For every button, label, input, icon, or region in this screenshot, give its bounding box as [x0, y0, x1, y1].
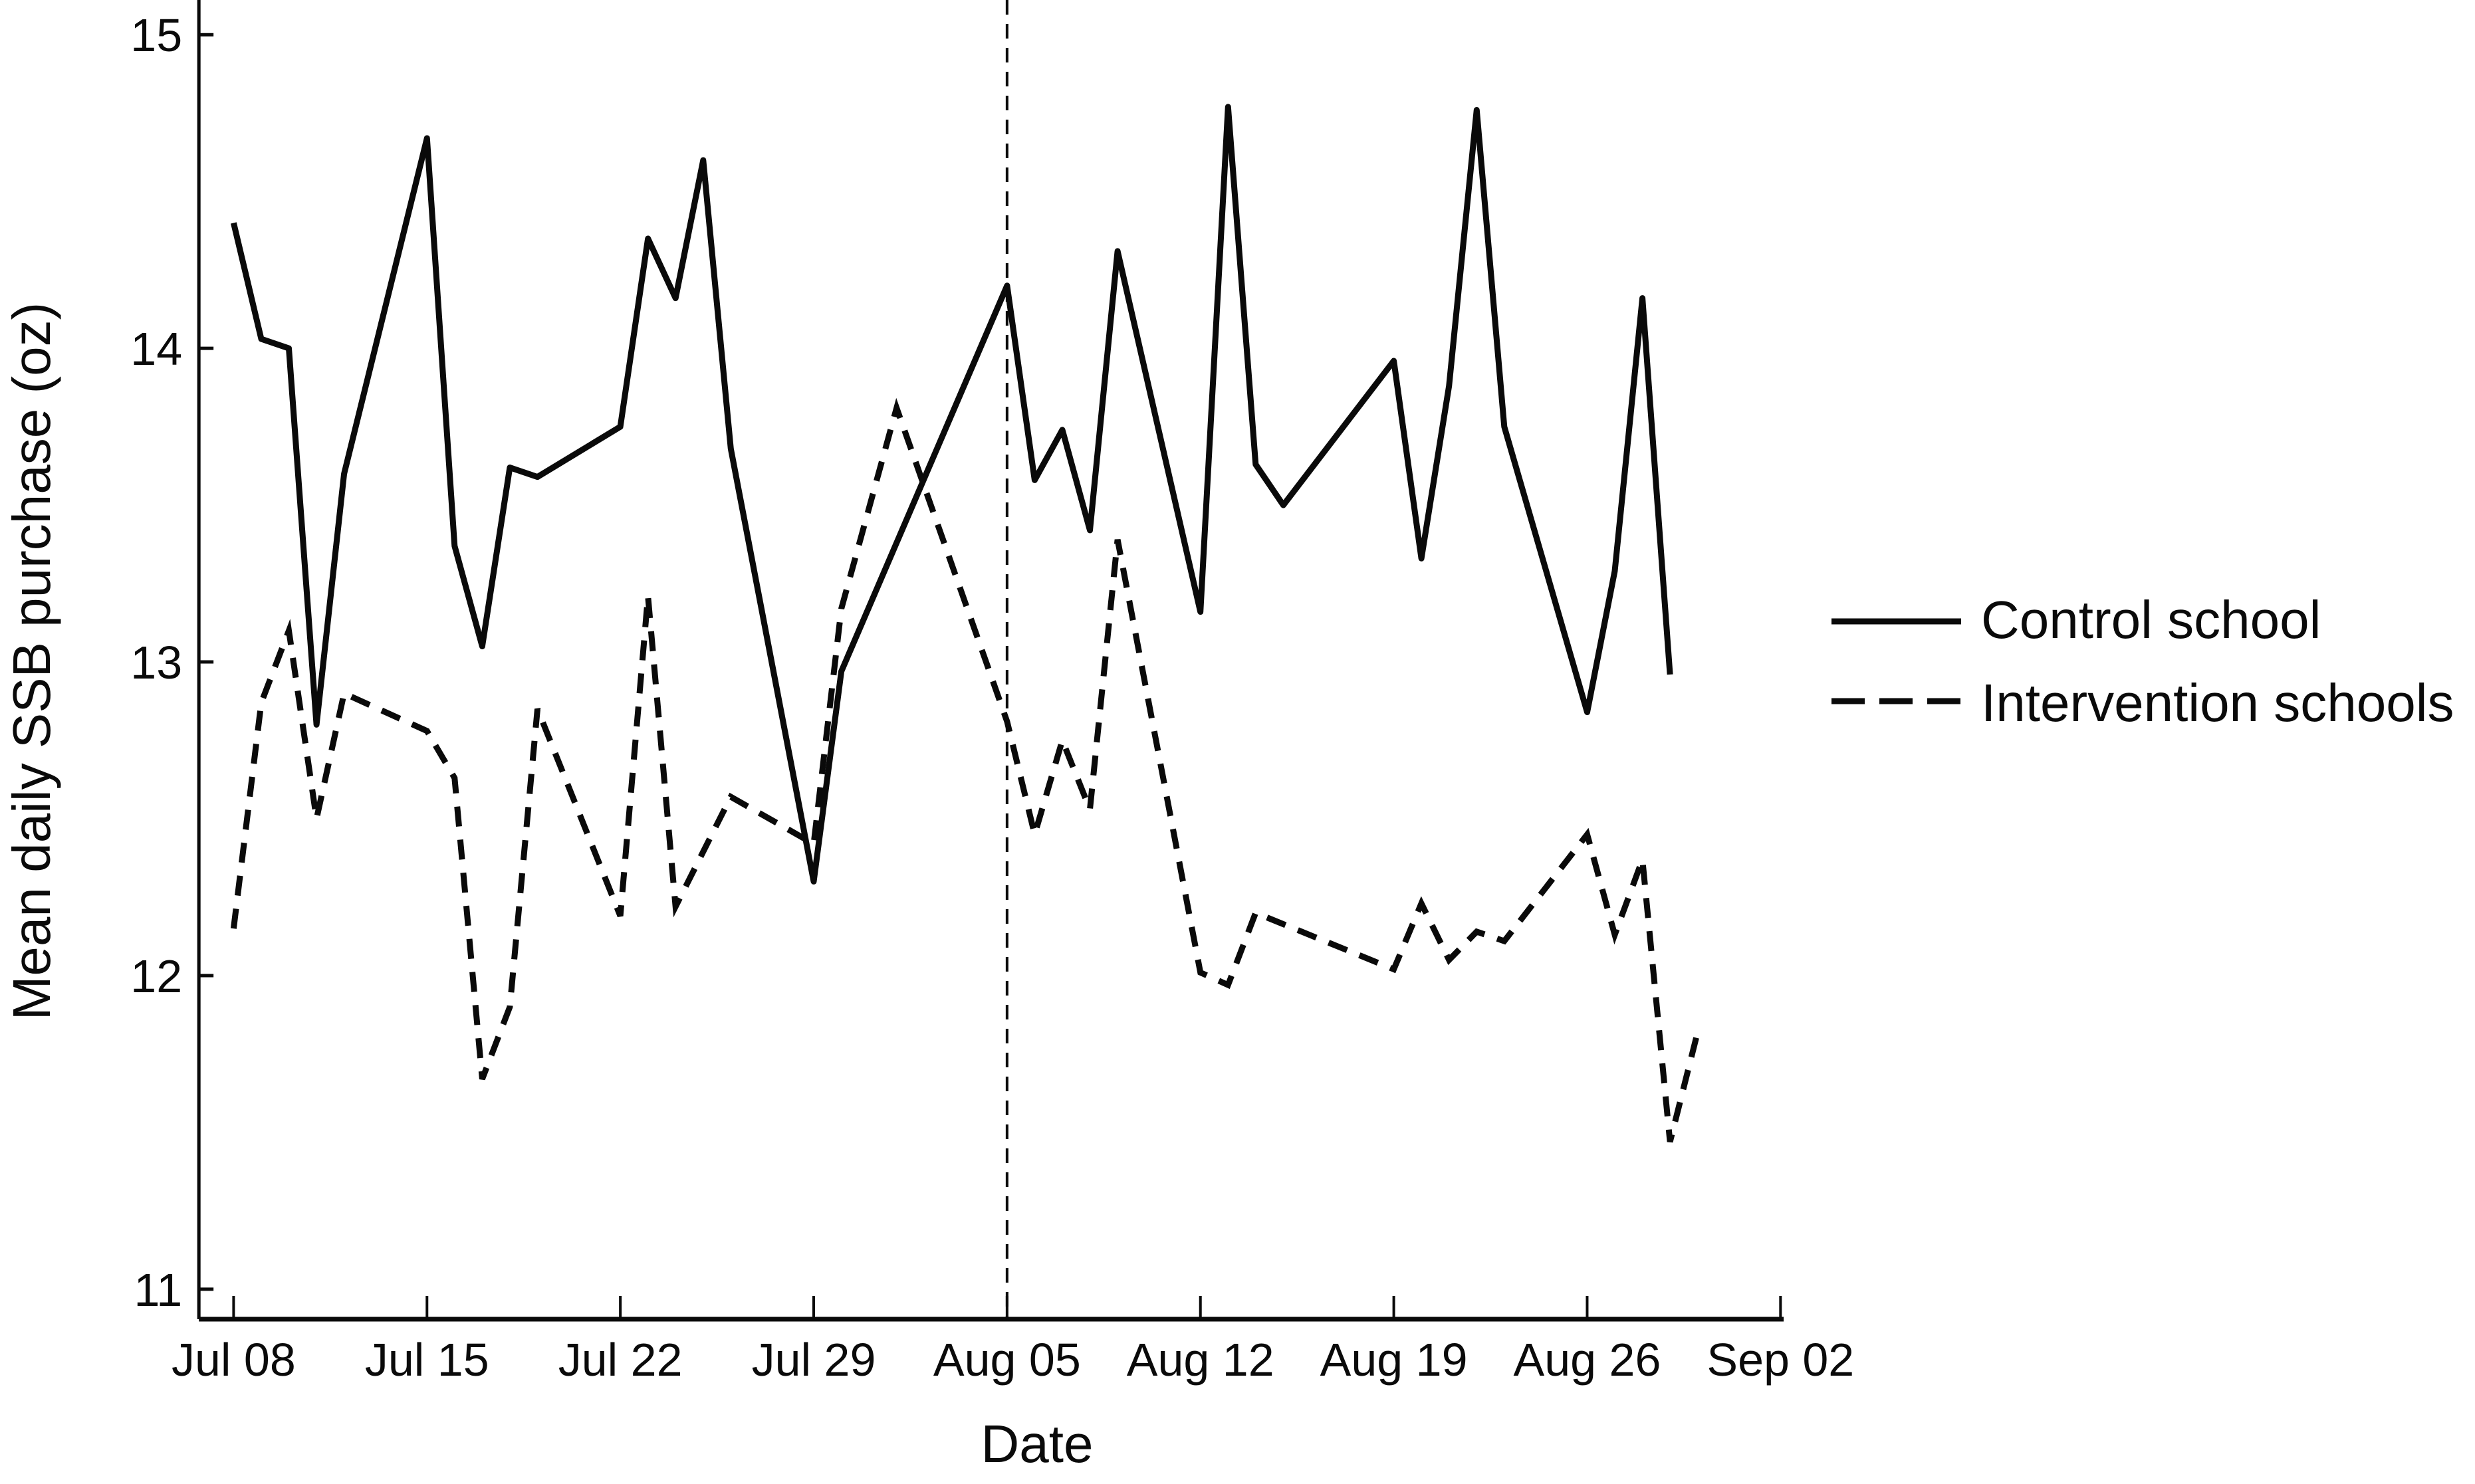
x-tick-label: Jul 22	[558, 1334, 683, 1386]
x-tick-label: Aug 12	[1127, 1334, 1274, 1386]
intervention-schools-line	[230, 397, 1701, 1143]
y-tick-label: 11	[134, 1264, 183, 1316]
legend-label-control: Control school	[1981, 590, 2321, 649]
legend-label-intervention: Intervention schools	[1981, 673, 2454, 732]
x-tick-label: Aug 05	[933, 1334, 1081, 1386]
control-school-line	[231, 104, 1673, 885]
x-tick-label: Jul 08	[172, 1334, 296, 1386]
y-axis: 11 12 13 14 15	[130, 0, 214, 1319]
x-tick-label: Jul 29	[752, 1334, 876, 1386]
x-tick-label: Aug 19	[1320, 1334, 1468, 1386]
y-axis-title: Mean daily SSB purchase (oz)	[2, 302, 61, 1021]
x-axis-title: Date	[981, 1414, 1094, 1473]
x-tick-label: Jul 15	[365, 1334, 489, 1386]
y-tick-label: 15	[130, 9, 182, 61]
y-tick-label: 13	[130, 637, 182, 689]
x-tick-label: Sep 02	[1707, 1334, 1854, 1386]
x-tick-label: Aug 26	[1514, 1334, 1661, 1386]
legend: Control school Intervention schools	[1831, 590, 2454, 732]
x-axis: Jul 08 Jul 15 Jul 22 Jul 29 Aug 05 Aug 12 Aug …	[172, 1295, 1854, 1386]
y-tick-label: 12	[130, 950, 182, 1002]
y-tick-label: 14	[130, 323, 182, 375]
